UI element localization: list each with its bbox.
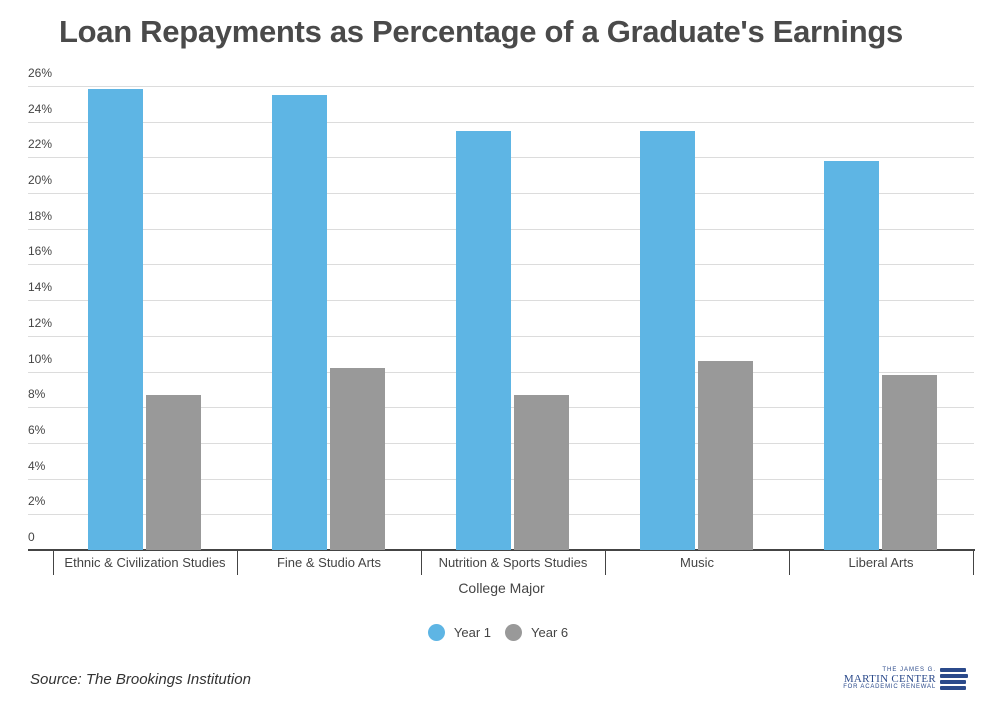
category-separator bbox=[973, 551, 974, 575]
bar-year1[interactable] bbox=[456, 130, 511, 550]
y-tick-label: 0 bbox=[28, 530, 35, 544]
x-tick-label: Ethnic & Civilization Studies bbox=[64, 555, 226, 570]
legend-dot-year6-icon bbox=[505, 624, 522, 641]
bar-year1[interactable] bbox=[272, 94, 327, 550]
legend-item-year6[interactable]: Year 6 bbox=[505, 624, 568, 641]
y-tick-label: 24% bbox=[28, 102, 53, 116]
bar-year1[interactable] bbox=[88, 89, 143, 550]
y-tick-label: 18% bbox=[28, 209, 53, 223]
logo-line-2: MARTIN CENTER bbox=[843, 673, 936, 685]
y-tick-label: 10% bbox=[28, 352, 53, 366]
category-separator bbox=[421, 551, 422, 575]
logo-line-3: FOR ACADEMIC RENEWAL bbox=[843, 684, 936, 690]
x-axis-line bbox=[28, 549, 975, 551]
category-separator bbox=[605, 551, 606, 575]
bar-year1[interactable] bbox=[824, 160, 879, 550]
bar-year6[interactable] bbox=[146, 394, 201, 550]
category-separator bbox=[237, 551, 238, 575]
legend-item-year1[interactable]: Year 1 bbox=[427, 624, 491, 641]
gridline bbox=[28, 122, 974, 123]
bar-year6[interactable] bbox=[698, 360, 753, 550]
y-tick-label: 8% bbox=[28, 387, 46, 401]
legend-label: Year 6 bbox=[531, 625, 569, 640]
legend-label: Year 1 bbox=[453, 625, 491, 640]
bar-year6[interactable] bbox=[882, 375, 937, 550]
legend: Year 1 Year 6 bbox=[0, 624, 1000, 641]
y-tick-label: 14% bbox=[28, 280, 53, 294]
x-tick-label: Fine & Studio Arts bbox=[276, 555, 382, 570]
chart-title: Loan Repayments as Percentage of a Gradu… bbox=[59, 14, 903, 49]
y-tick-label: 2% bbox=[28, 494, 46, 508]
books-icon bbox=[940, 668, 968, 692]
bar-year1[interactable] bbox=[640, 130, 695, 550]
x-axis-label: College Major bbox=[458, 580, 545, 596]
gridline bbox=[28, 86, 974, 87]
y-tick-label: 20% bbox=[28, 173, 53, 187]
source-note: Source: The Brookings Institution bbox=[30, 671, 251, 688]
logo-line-1: THE JAMES G. bbox=[882, 667, 936, 673]
y-tick-label: 12% bbox=[28, 316, 53, 330]
y-tick-label: 6% bbox=[28, 423, 46, 437]
x-tick-label: Music bbox=[680, 555, 714, 570]
category-separator bbox=[789, 551, 790, 575]
y-tick-label: 22% bbox=[28, 137, 53, 151]
bar-year6[interactable] bbox=[514, 394, 569, 550]
y-tick-label: 16% bbox=[28, 244, 53, 258]
martin-center-logo: THE JAMES G. MARTIN CENTER FOR ACADEMIC … bbox=[843, 667, 970, 693]
legend-dot-year1-icon bbox=[427, 624, 445, 641]
y-tick-label: 26% bbox=[28, 66, 53, 80]
bar-year6[interactable] bbox=[330, 367, 385, 550]
category-separator bbox=[53, 551, 54, 575]
x-tick-label: Nutrition & Sports Studies bbox=[438, 555, 588, 570]
x-tick-label: Liberal Arts bbox=[848, 555, 914, 570]
y-tick-label: 4% bbox=[28, 459, 46, 473]
